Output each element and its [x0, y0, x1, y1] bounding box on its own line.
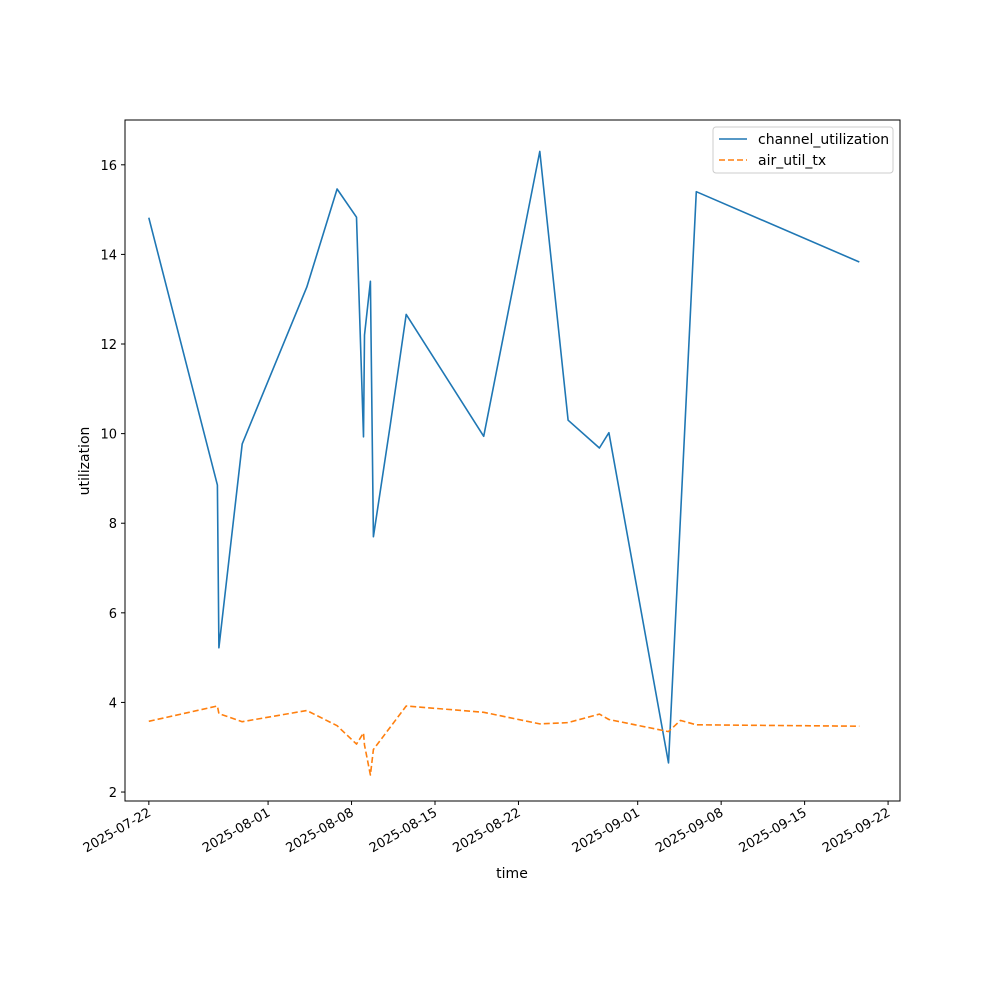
series-line-channel-utilization [148, 150, 860, 764]
legend-label-channel-utilization: channel_utilization [758, 132, 889, 148]
x-tick-label: 2025-08-15 [367, 805, 440, 856]
x-tick-label: 2025-08-22 [451, 805, 524, 856]
x-axis: 2025-07-22 2025-08-01 2025-08-08 2025-08-15… [81, 801, 893, 856]
y-tick-label: 6 [109, 607, 117, 622]
y-tick-label: 16 [100, 159, 117, 174]
y-tick-label: 4 [109, 696, 117, 711]
x-tick-label: 2025-08-01 [200, 805, 273, 856]
x-tick-label: 2025-09-15 [737, 805, 810, 856]
series-line-air-util-tx [148, 705, 860, 776]
x-axis-label: time [496, 866, 528, 882]
y-tick-label: 10 [100, 428, 117, 443]
x-tick-label: 2025-09-01 [570, 805, 643, 856]
y-tick-label: 2 [109, 786, 117, 801]
legend: channel_utilization air_util_tx [712, 126, 894, 174]
plot-area [148, 150, 860, 776]
y-axis-label: utilization [77, 427, 93, 496]
x-tick-label: 2025-07-22 [81, 805, 154, 856]
y-tick-label: 14 [100, 248, 117, 263]
x-tick-label: 2025-09-08 [653, 805, 726, 856]
y-axis: 2 4 6 8 10 12 14 16 [100, 159, 125, 801]
x-tick-label: 2025-09-22 [820, 805, 893, 856]
axes-frame [124, 119, 901, 802]
y-tick-label: 12 [100, 338, 117, 353]
x-tick-label: 2025-08-08 [284, 805, 357, 856]
legend-label-air-util-tx: air_util_tx [758, 153, 826, 169]
legend-box [712, 126, 894, 174]
y-tick-label: 8 [109, 517, 117, 532]
